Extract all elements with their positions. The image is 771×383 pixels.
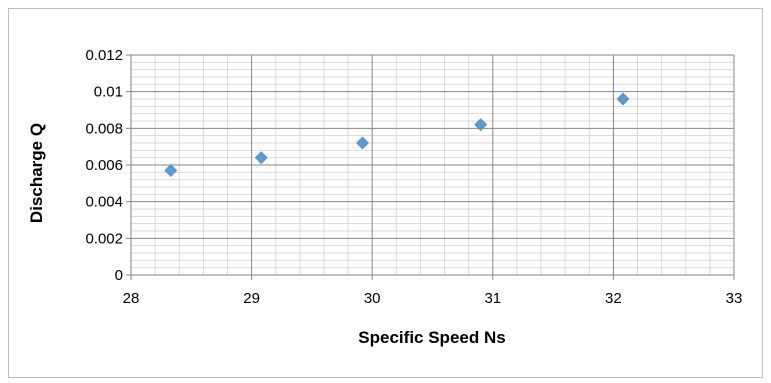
x-tick-label: 30	[364, 290, 381, 307]
x-tick-label: 31	[484, 290, 501, 307]
y-tick-label: 0.004	[85, 194, 123, 211]
x-tick-label: 28	[123, 290, 140, 307]
data-point-diamond	[475, 119, 487, 131]
data-point-diamond	[357, 137, 369, 149]
y-tick-labels: 0 0.002 0.004 0.006 0.008 0.01 0.012	[85, 47, 123, 284]
major-gridlines	[131, 55, 734, 275]
y-tick-label: 0.008	[85, 120, 123, 137]
x-tick-labels: 28 29 30 31 32 33	[123, 290, 743, 307]
y-tick-label: 0.01	[94, 84, 123, 101]
data-point-diamond	[165, 165, 177, 177]
y-axis-title: Discharge Q	[27, 123, 46, 223]
x-axis-title: Specific Speed Ns	[358, 328, 505, 347]
data-point-diamond	[617, 93, 629, 105]
axes	[126, 55, 734, 280]
data-points	[165, 93, 629, 177]
x-tick-label: 29	[243, 290, 260, 307]
x-tick-label: 32	[605, 290, 622, 307]
y-tick-label: 0.002	[85, 230, 123, 247]
y-tick-label: 0.012	[85, 47, 123, 64]
x-tick-label: 33	[726, 290, 743, 307]
y-tick-label: 0.006	[85, 157, 123, 174]
y-tick-label: 0	[115, 267, 123, 284]
data-point-diamond	[255, 152, 267, 164]
